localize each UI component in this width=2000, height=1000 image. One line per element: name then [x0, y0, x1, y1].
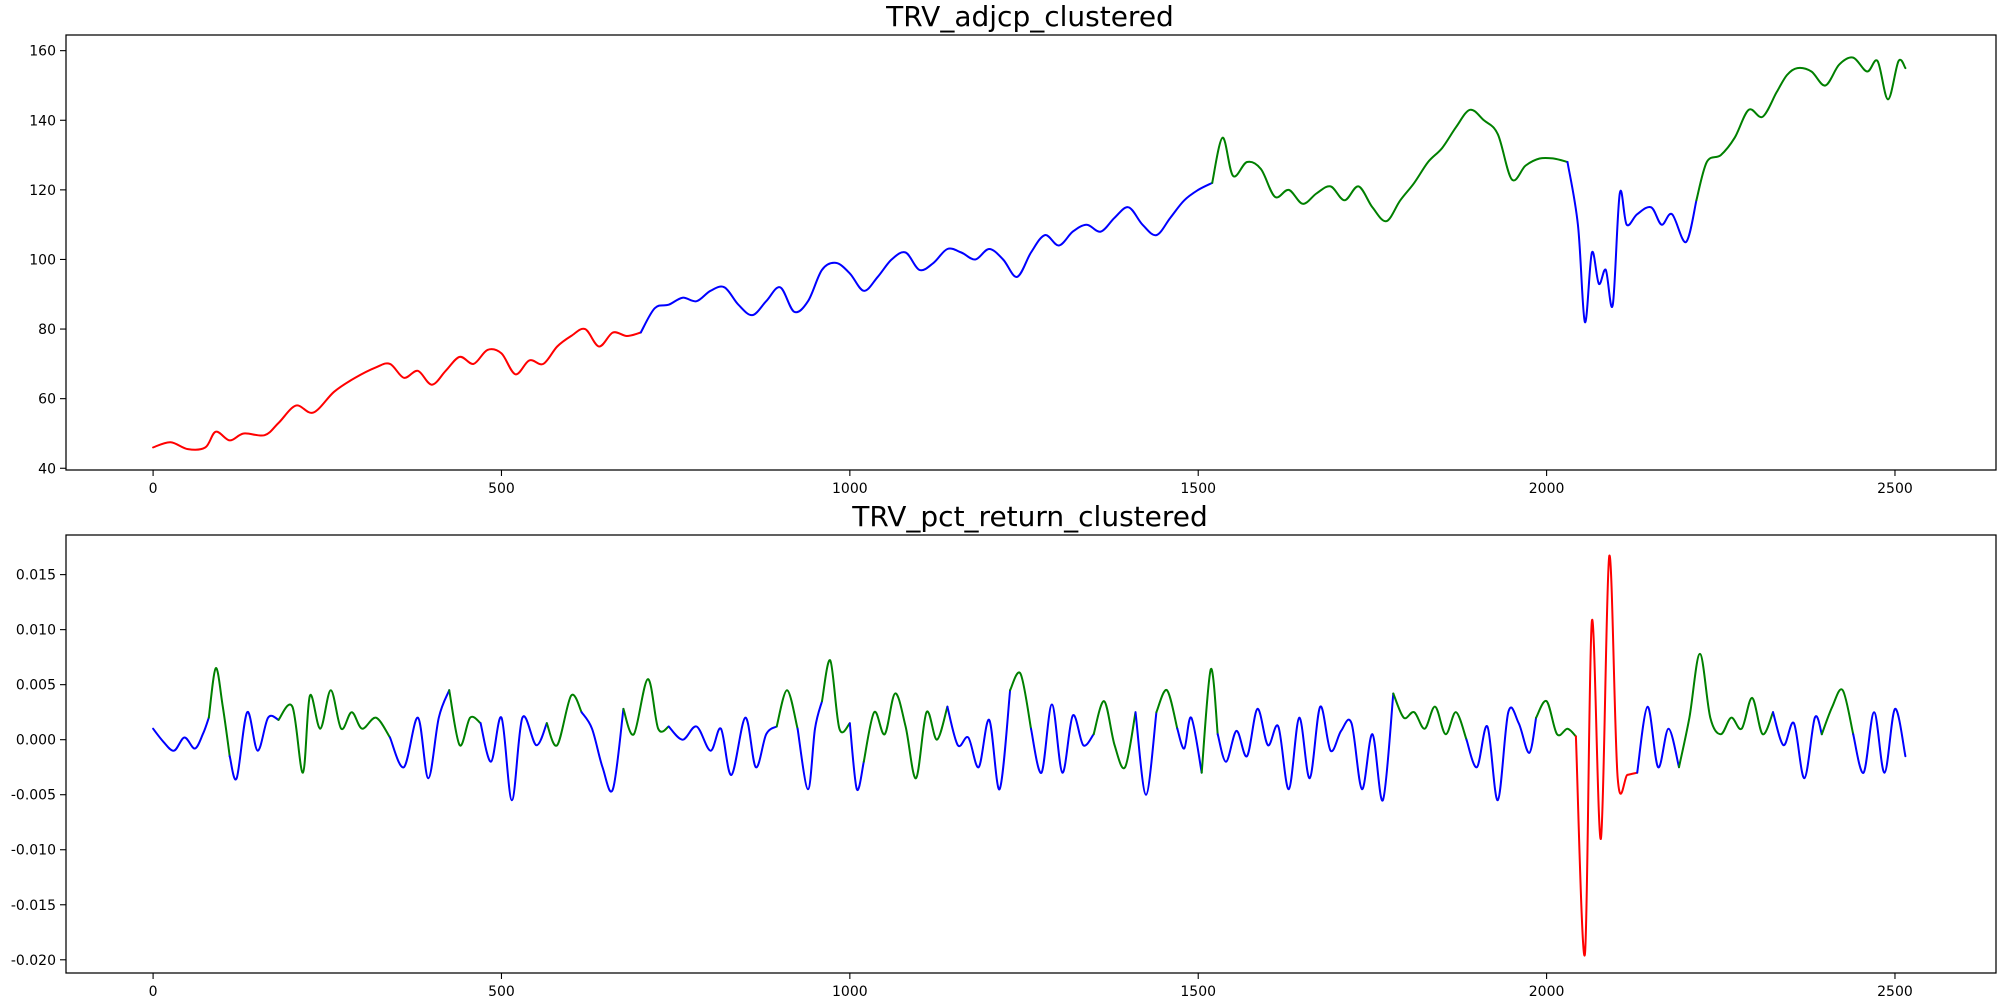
bottom-y-tick-label: -0.005 [11, 788, 56, 804]
bottom-series-segment-blue [1772, 711, 1823, 780]
bottom-series-segment-green [1678, 652, 1774, 769]
bottom-series-segment-blue [667, 716, 778, 776]
bottom-series-segment-blue [389, 689, 451, 780]
bottom-chart-y-axis: -0.020 -0.015 -0.010 -0.005 0.000 0.005 0.010 0… [11, 568, 66, 969]
bottom-chart-axes-frame [65, 534, 1997, 974]
bottom-x-tick-label: 2500 [1877, 984, 1913, 1000]
top-chart-y-axis: 40 60 80 100 120 140 160 [29, 44, 66, 477]
top-x-tick-label: 2500 [1877, 481, 1913, 497]
bottom-y-tick-label: 0.010 [16, 623, 56, 639]
bottom-series-segment-green [1092, 700, 1137, 770]
bottom-series-segment-red [1574, 554, 1639, 957]
top-chart: TRV_adjcp_clustered 0 500 1000 1500 2000 2500… [29, 0, 1997, 497]
top-y-tick-label: 100 [29, 252, 56, 268]
bottom-y-tick-label: -0.020 [11, 953, 56, 969]
bottom-y-tick-label: -0.015 [11, 898, 56, 914]
top-x-tick-label: 2000 [1529, 481, 1565, 497]
top-y-tick-label: 40 [38, 461, 56, 477]
bottom-chart-series [152, 554, 1907, 957]
top-series-segment-red [152, 327, 642, 451]
bottom-series-segment-blue [479, 715, 548, 802]
top-x-tick-label: 1500 [1180, 481, 1216, 497]
bottom-series-segment-blue [1134, 711, 1158, 796]
top-series-segment-blue [1566, 161, 1698, 324]
bottom-series-segment-green [1820, 688, 1855, 736]
bottom-series-segment-blue [1636, 705, 1680, 774]
top-y-tick-label: 140 [29, 113, 56, 129]
bottom-series-segment-blue [1465, 706, 1538, 802]
bottom-series-segment-blue [580, 707, 625, 793]
bottom-series-segment-green [775, 689, 799, 730]
bottom-series-segment-blue [1852, 707, 1907, 774]
bottom-series-segment-blue [152, 716, 210, 752]
bottom-series-segment-green [1535, 699, 1577, 738]
top-series-segment-blue [639, 181, 1214, 334]
bottom-series-segment-blue [946, 689, 1012, 791]
bottom-y-tick-label: -0.010 [11, 843, 56, 859]
bottom-series-segment-green [1200, 668, 1219, 774]
top-y-tick-label: 120 [29, 183, 56, 199]
bottom-series-segment-green [545, 693, 583, 747]
bottom-series-segment-green [448, 689, 482, 747]
bottom-y-tick-label: 0.005 [16, 678, 56, 694]
top-x-tick-label: 1000 [832, 481, 868, 497]
bottom-series-segment-green [821, 659, 851, 734]
bottom-series-segment-green [622, 678, 670, 736]
top-chart-series [152, 56, 1907, 451]
top-chart-title: TRV_adjcp_clustered [885, 0, 1174, 33]
bottom-x-tick-label: 0 [149, 984, 158, 1000]
top-x-tick-label: 500 [488, 481, 515, 497]
bottom-y-tick-label: 0.000 [16, 733, 56, 749]
bottom-x-tick-label: 2000 [1529, 984, 1565, 1000]
bottom-chart: TRV_pct_return_clustered 0 500 1000 1500 200… [11, 500, 1997, 1000]
top-y-tick-label: 160 [29, 44, 56, 60]
bottom-series-segment-blue [1216, 692, 1395, 802]
top-series-segment-green [1211, 108, 1569, 223]
bottom-y-tick-label: 0.015 [16, 568, 56, 584]
bottom-chart-title: TRV_pct_return_clustered [851, 500, 1208, 533]
top-x-tick-label: 0 [149, 481, 158, 497]
bottom-series-segment-green [1155, 689, 1179, 730]
bottom-series-segment-blue [228, 711, 280, 781]
bottom-x-tick-label: 500 [488, 984, 515, 1000]
bottom-series-segment-green [1392, 692, 1468, 741]
top-y-tick-label: 60 [38, 392, 56, 408]
top-chart-axes-frame [65, 34, 1997, 471]
bottom-series-segment-blue [1176, 716, 1203, 774]
top-y-tick-label: 80 [38, 322, 56, 338]
bottom-chart-x-axis: 0 500 1000 1500 2000 2500 [149, 973, 1913, 1000]
bottom-x-tick-label: 1500 [1180, 984, 1216, 1000]
top-chart-x-axis: 0 500 1000 1500 2000 2500 [149, 470, 1913, 497]
bottom-series-segment-green [1009, 671, 1032, 730]
bottom-series-segment-blue [848, 722, 865, 792]
bottom-x-tick-label: 1000 [832, 984, 868, 1000]
bottom-series-segment-blue [1030, 703, 1095, 774]
bottom-series-segment-green [277, 689, 391, 774]
bottom-series-segment-green [862, 692, 949, 780]
bottom-series-segment-green [207, 667, 231, 758]
bottom-series-segment-blue [796, 700, 823, 791]
top-series-segment-green [1695, 56, 1907, 202]
